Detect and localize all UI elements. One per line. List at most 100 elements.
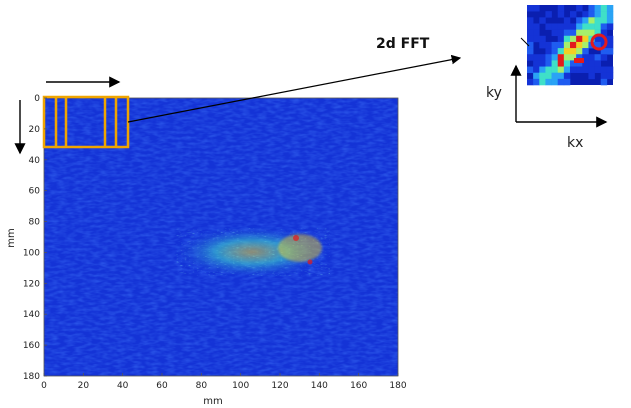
kspace-pixel xyxy=(600,48,608,55)
kspace-pixel xyxy=(594,60,602,67)
x-tick-label: 100 xyxy=(232,381,249,391)
kspace-pixel xyxy=(563,60,571,67)
kspace-pixel xyxy=(539,78,546,86)
kspace-pixel xyxy=(588,54,595,61)
y-tick-label: 20 xyxy=(29,125,41,135)
kspace-pixel xyxy=(539,41,546,49)
x-tick-label: 60 xyxy=(156,381,168,391)
kspace-pixel xyxy=(594,54,602,61)
kspace-pixel xyxy=(551,66,559,73)
kspace-pixel xyxy=(570,54,577,61)
kspace-pixel xyxy=(600,29,608,37)
kspace-pixel xyxy=(588,11,595,18)
kspace-pixel xyxy=(539,17,546,24)
kspace-pixel xyxy=(557,11,565,18)
x-tick-label: 0 xyxy=(41,381,47,391)
y-tick-label: 40 xyxy=(29,156,41,166)
kspace-pixel xyxy=(539,72,546,80)
kspace-pixel xyxy=(557,23,565,30)
field-map xyxy=(43,97,399,377)
kspace-pixel xyxy=(576,60,583,67)
kspace-pixel xyxy=(533,23,540,30)
kspace-pixel xyxy=(551,78,559,86)
kspace-pixel xyxy=(563,78,571,86)
x-tick-label: 120 xyxy=(271,381,288,391)
kspace-pixel xyxy=(533,35,540,43)
kspace-pixel xyxy=(606,48,614,55)
kspace-pixel xyxy=(533,5,540,12)
kspace-pixel xyxy=(557,29,565,37)
y-tick-label: 0 xyxy=(34,94,40,104)
kspace-pixel xyxy=(533,72,540,80)
y-tick-label: 100 xyxy=(23,248,40,258)
kspace-pixel xyxy=(527,78,534,86)
kspace-pixel xyxy=(606,66,614,73)
kspace-pixel xyxy=(594,35,602,43)
kspace-pixel xyxy=(600,78,608,86)
kspace-pixel xyxy=(527,5,534,12)
kspace-pixel xyxy=(576,66,583,73)
kspace-pixel xyxy=(606,11,614,18)
kspace-pixel xyxy=(594,29,602,37)
kspace-pixel xyxy=(582,66,589,73)
kspace-pixel xyxy=(606,23,614,30)
kspace-pixel xyxy=(588,5,595,12)
kspace-pixel xyxy=(606,35,614,43)
kspace-pixel xyxy=(557,60,565,67)
kspace-pixel xyxy=(600,11,608,18)
kspace-pixel xyxy=(527,35,534,43)
kspace-pixel xyxy=(551,48,559,55)
hotspot-peak-1 xyxy=(293,235,299,241)
kspace-pixel xyxy=(563,29,571,37)
x-tick-label: 80 xyxy=(196,381,208,391)
kspace-pixel xyxy=(527,17,534,24)
kspace-pixel xyxy=(557,66,565,73)
kspace-pixel xyxy=(582,54,589,61)
kspace-pixel xyxy=(600,54,608,61)
kspace-pixel xyxy=(557,48,565,55)
x-tick-label: 180 xyxy=(389,381,406,391)
kspace-pixel xyxy=(533,54,540,61)
kspace-pixel xyxy=(539,66,546,73)
kspace-pixel xyxy=(570,48,577,55)
kspace-pixel xyxy=(551,60,559,67)
kspace-pixel xyxy=(576,48,583,55)
kspace-pixel xyxy=(527,29,534,37)
kspace-image xyxy=(527,5,614,86)
kspace-pixel xyxy=(527,48,534,55)
kspace-pixel xyxy=(576,35,583,43)
kspace-pixel xyxy=(563,54,571,61)
kspace-pixel xyxy=(582,11,589,18)
y-axis-ticks: 0 20 40 60 80 100 120 140 160 180 xyxy=(23,94,47,382)
kspace-pixel xyxy=(563,48,571,55)
kspace-pixel xyxy=(576,17,583,24)
kspace-pixel xyxy=(582,29,589,37)
kspace-pixel xyxy=(588,29,595,37)
plot-frame xyxy=(43,97,399,377)
y-tick-label: 160 xyxy=(23,341,40,351)
kspace-pixel xyxy=(588,60,595,67)
kspace-peak-ring xyxy=(590,33,608,51)
kspace-peak xyxy=(574,58,584,63)
y-tick-label: 80 xyxy=(29,218,41,228)
kspace-pixel xyxy=(563,17,571,24)
kspace-pixel xyxy=(570,66,577,73)
y-tick-label: 60 xyxy=(29,187,41,197)
kspace-pixel xyxy=(582,60,589,67)
kspace-pixel xyxy=(539,54,546,61)
kspace-pixel xyxy=(545,41,552,49)
kspace-pixel xyxy=(606,5,614,12)
kspace-pixel xyxy=(570,60,577,67)
kspace-pixel xyxy=(570,35,577,43)
kspace-pixel xyxy=(551,23,559,30)
kspace-pixel xyxy=(594,5,602,12)
x-axis-label: mm xyxy=(203,396,222,407)
kspace-pixel xyxy=(582,41,589,49)
kspace-pixel xyxy=(600,5,608,12)
x-axis-ticks: 0 20 40 60 80 100 120 140 160 180 xyxy=(41,373,407,391)
kspace-pixel xyxy=(588,66,595,73)
fft-label: 2d FFT xyxy=(376,36,430,52)
y-tick-label: 140 xyxy=(23,310,40,320)
